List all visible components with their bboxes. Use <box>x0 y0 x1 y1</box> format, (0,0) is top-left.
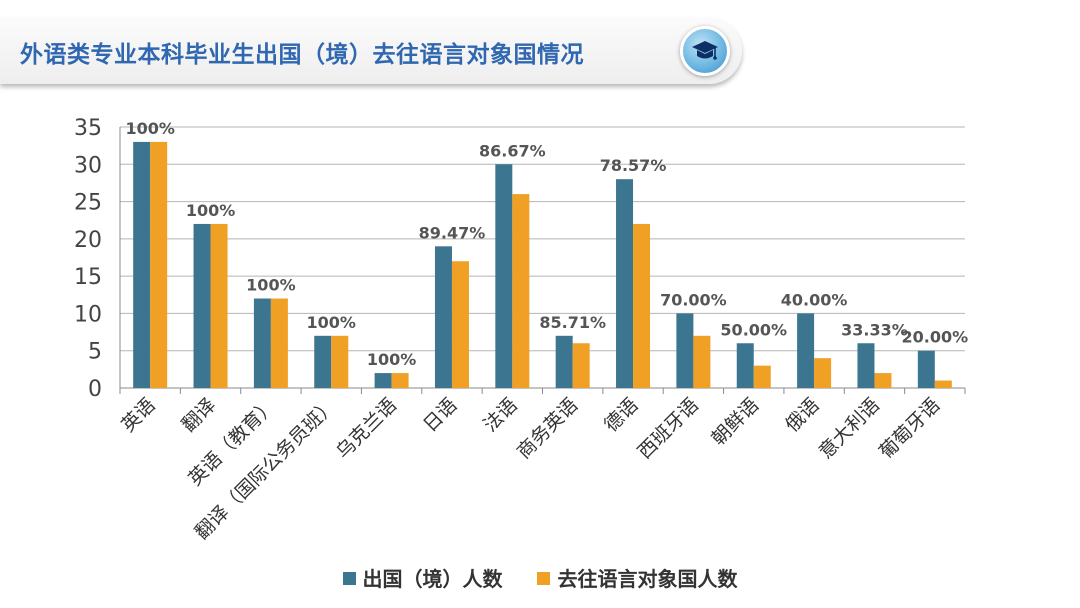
bar-target <box>874 373 892 388</box>
legend-label-target: 去往语言对象国人数 <box>557 567 738 591</box>
bar-target <box>512 194 530 388</box>
bar-abroad <box>495 164 513 388</box>
y-tick-label: 30 <box>74 153 102 178</box>
x-tick-label: 法语 <box>479 394 521 436</box>
bar-abroad <box>736 343 754 388</box>
bar-abroad <box>616 179 634 388</box>
bar-abroad <box>133 141 151 388</box>
data-label: 70.00% <box>660 290 727 309</box>
bar-abroad <box>374 373 392 388</box>
bar-abroad <box>314 335 332 388</box>
y-tick-label: 15 <box>74 265 102 290</box>
x-tick-label: 意大利语 <box>815 394 884 463</box>
data-label: 78.57% <box>600 156 667 175</box>
bar-abroad <box>193 223 211 388</box>
bar-target <box>814 358 832 388</box>
data-label: 40.00% <box>781 290 848 309</box>
x-tick-label: 俄语 <box>781 394 823 436</box>
bar-abroad <box>253 298 271 388</box>
x-tick-label: 西班牙语 <box>634 394 703 463</box>
bar-abroad <box>857 343 875 388</box>
data-label: 89.47% <box>419 223 486 242</box>
bar-target <box>693 335 711 388</box>
bar-target <box>331 335 349 388</box>
data-label: 85.71% <box>539 313 606 332</box>
bar-abroad <box>434 246 452 388</box>
y-tick-label: 0 <box>88 377 102 402</box>
x-tick-label: 日语 <box>419 394 461 436</box>
title-banner: 外语类专业本科毕业生出国（境）去往语言对象国情况 <box>0 18 742 84</box>
legend-item-target: 去往语言对象国人数 <box>537 563 737 592</box>
legend-label-abroad: 出国（境）人数 <box>362 567 503 591</box>
bar-abroad <box>797 313 815 388</box>
bar-target <box>150 141 168 388</box>
bar-abroad <box>676 313 694 388</box>
x-tick-label: 葡萄牙语 <box>875 394 944 463</box>
legend-item-abroad: 出国（境）人数 <box>342 563 503 592</box>
bar-target <box>633 223 651 388</box>
bar-abroad <box>917 350 935 388</box>
data-label: 20.00% <box>902 328 969 347</box>
data-label: 86.67% <box>479 141 546 160</box>
bar-target <box>572 343 590 388</box>
chart-legend: 出国（境）人数 去往语言对象国人数 <box>0 563 1080 592</box>
data-label: 100% <box>367 350 416 369</box>
y-tick-label: 20 <box>74 228 102 253</box>
bar-target <box>753 365 771 388</box>
x-tick-label: 德语 <box>600 394 642 436</box>
x-tick-label: 乌克兰语 <box>332 394 401 463</box>
bar-target <box>451 261 469 388</box>
data-label: 100% <box>125 119 174 138</box>
graduation-cap-icon <box>680 26 730 76</box>
x-tick-label: 商务英语 <box>513 394 582 463</box>
y-tick-label: 25 <box>74 191 102 216</box>
legend-swatch-abroad <box>342 572 356 585</box>
data-label: 33.33% <box>841 320 908 339</box>
bar-target <box>934 380 952 388</box>
data-label: 100% <box>246 276 295 295</box>
x-tick-label: 朝鲜语 <box>707 394 763 450</box>
page-title: 外语类专业本科毕业生出国（境）去往语言对象国情况 <box>20 42 584 68</box>
data-label: 100% <box>186 201 235 220</box>
data-label: 100% <box>307 313 356 332</box>
y-tick-label: 10 <box>74 302 102 327</box>
legend-swatch-target <box>537 572 551 585</box>
x-tick-label: 英语 <box>117 394 159 436</box>
bar-abroad <box>555 335 573 388</box>
bar-target <box>270 298 288 388</box>
x-tick-label: 翻译 <box>178 394 220 436</box>
bar-target <box>210 223 228 388</box>
bar-target <box>391 373 409 388</box>
data-label: 50.00% <box>720 320 787 339</box>
y-tick-label: 5 <box>88 340 102 365</box>
y-tick-label: 35 <box>74 116 102 141</box>
